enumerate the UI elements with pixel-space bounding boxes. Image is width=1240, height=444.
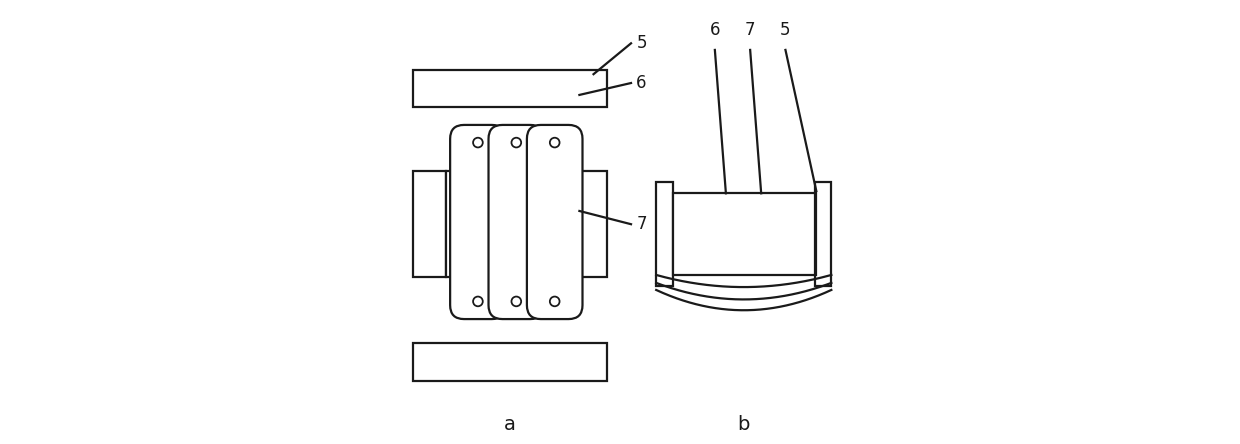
Bar bbox=[413, 70, 606, 107]
Bar bbox=[673, 193, 816, 275]
Circle shape bbox=[511, 297, 521, 306]
Text: 5: 5 bbox=[636, 34, 647, 52]
Text: 6: 6 bbox=[636, 74, 647, 92]
Circle shape bbox=[549, 297, 559, 306]
Bar bbox=[445, 171, 575, 277]
Text: 5: 5 bbox=[780, 21, 791, 39]
FancyBboxPatch shape bbox=[527, 125, 583, 319]
Circle shape bbox=[474, 138, 482, 147]
Circle shape bbox=[511, 138, 521, 147]
Text: a: a bbox=[503, 416, 516, 435]
Bar bbox=[574, 171, 606, 277]
Bar bbox=[656, 182, 673, 286]
Text: 6: 6 bbox=[709, 21, 720, 39]
Bar bbox=[815, 182, 831, 286]
Text: 7: 7 bbox=[636, 215, 647, 233]
Text: 7: 7 bbox=[745, 21, 755, 39]
Bar bbox=[413, 171, 445, 277]
Circle shape bbox=[474, 297, 482, 306]
Text: b: b bbox=[738, 416, 750, 435]
Bar bbox=[413, 343, 606, 381]
FancyBboxPatch shape bbox=[489, 125, 544, 319]
Circle shape bbox=[549, 138, 559, 147]
FancyBboxPatch shape bbox=[450, 125, 506, 319]
